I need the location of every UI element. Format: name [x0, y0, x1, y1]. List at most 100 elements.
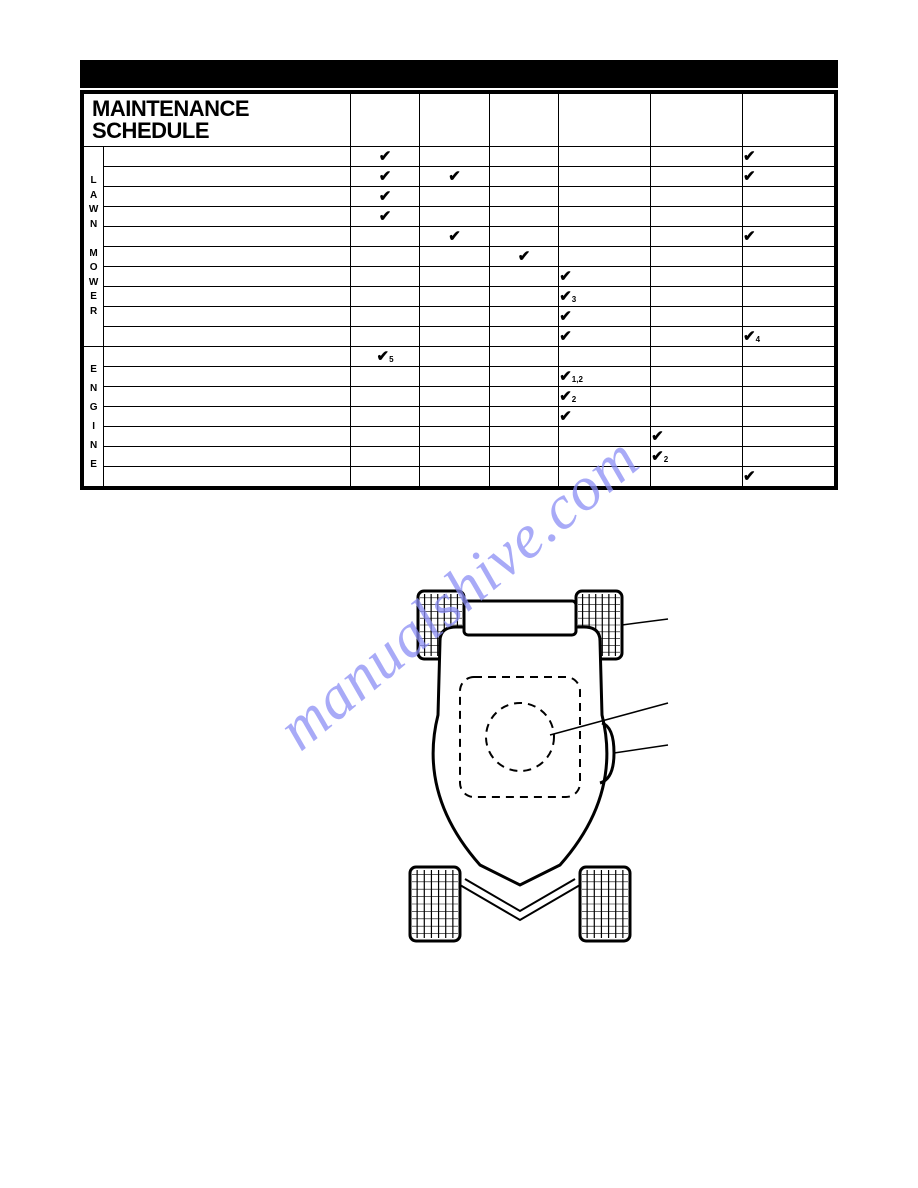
check-cell: [420, 447, 489, 467]
check-icon: ✔: [379, 149, 392, 164]
check-icon: ✔: [743, 469, 756, 484]
check-cell: [489, 267, 558, 287]
check-cell: [489, 347, 558, 367]
check-cell: [559, 467, 651, 487]
wheel-front-right: [580, 867, 630, 941]
check-cell: [350, 407, 419, 427]
table-row: [104, 247, 351, 267]
check-icon: ✔: [376, 349, 389, 364]
check-cell: [350, 427, 419, 447]
check-cell: [350, 267, 419, 287]
check-cell: [420, 247, 489, 267]
check-cell: ✔: [651, 427, 743, 447]
table-row: [104, 267, 351, 287]
check-cell: ✔: [420, 167, 489, 187]
header-col-1: [350, 94, 419, 147]
check-icon: ✔: [559, 329, 572, 344]
check-cell: ✔4: [743, 327, 835, 347]
check-cell: [559, 247, 651, 267]
check-cell: ✔2: [651, 447, 743, 467]
check-cell: [743, 307, 835, 327]
check-cell: [489, 147, 558, 167]
check-cell: [489, 467, 558, 487]
check-cell: [489, 187, 558, 207]
callout-line-1: [622, 619, 668, 625]
check-cell: ✔: [743, 467, 835, 487]
check-cell: ✔1,2: [559, 367, 651, 387]
check-cell: [651, 467, 743, 487]
check-cell: [420, 367, 489, 387]
table-row: [104, 367, 351, 387]
check-cell: [651, 267, 743, 287]
check-cell: [651, 227, 743, 247]
check-cell: [420, 287, 489, 307]
check-cell: [489, 407, 558, 427]
check-cell: ✔: [350, 147, 419, 167]
table-row: [104, 387, 351, 407]
table-row: [104, 347, 351, 367]
group-label-mower: LAWN MOWER: [84, 147, 104, 347]
check-cell: [743, 347, 835, 367]
table-title: MAINTENANCE SCHEDULE: [92, 98, 342, 142]
check-cell: [651, 407, 743, 427]
check-icon: ✔: [559, 369, 572, 384]
check-cell: ✔2: [559, 387, 651, 407]
check-cell: [651, 167, 743, 187]
table-title-cell: MAINTENANCE SCHEDULE: [84, 94, 351, 147]
check-cell: [420, 467, 489, 487]
check-icon: ✔: [743, 149, 756, 164]
check-cell: ✔: [350, 207, 419, 227]
check-icon: ✔: [743, 169, 756, 184]
check-cell: [743, 287, 835, 307]
check-cell: [420, 427, 489, 447]
table-row: [104, 467, 351, 487]
check-cell: [651, 207, 743, 227]
check-cell: ✔: [559, 267, 651, 287]
check-cell: [350, 367, 419, 387]
check-cell: ✔: [743, 167, 835, 187]
check-cell: [559, 227, 651, 247]
check-cell: [489, 447, 558, 467]
check-cell: [559, 347, 651, 367]
check-cell: [743, 207, 835, 227]
check-cell: [350, 227, 419, 247]
check-cell: [489, 367, 558, 387]
check-cell: [489, 387, 558, 407]
check-cell: [420, 327, 489, 347]
check-cell: [489, 167, 558, 187]
check-cell: [651, 247, 743, 267]
table-row: [104, 227, 351, 247]
check-cell: [651, 367, 743, 387]
check-cell: [651, 307, 743, 327]
check-cell: [651, 327, 743, 347]
check-icon: ✔: [651, 449, 664, 464]
header-col-5: [651, 94, 743, 147]
table-row: [104, 407, 351, 427]
check-cell: [420, 307, 489, 327]
check-icon: ✔: [559, 269, 572, 284]
check-cell: [743, 407, 835, 427]
table-row: [104, 307, 351, 327]
check-cell: [420, 387, 489, 407]
check-icon: ✔: [379, 189, 392, 204]
check-cell: [559, 207, 651, 227]
check-cell: [651, 347, 743, 367]
check-cell: [743, 387, 835, 407]
check-cell: [420, 407, 489, 427]
check-icon: ✔: [559, 309, 572, 324]
check-cell: [350, 447, 419, 467]
check-icon: ✔: [448, 169, 461, 184]
check-cell: [489, 427, 558, 447]
check-cell: [743, 427, 835, 447]
check-cell: [743, 267, 835, 287]
check-cell: [489, 307, 558, 327]
check-cell: [420, 187, 489, 207]
table-row: [104, 207, 351, 227]
check-cell: [350, 287, 419, 307]
maintenance-table: MAINTENANCE SCHEDULE LAWN MOWER✔✔ ✔✔✔ ✔ …: [80, 90, 838, 490]
table-row: [104, 147, 351, 167]
check-cell: [559, 147, 651, 167]
check-cell: ✔: [350, 167, 419, 187]
check-cell: ✔: [743, 227, 835, 247]
check-icon: ✔: [743, 329, 756, 344]
